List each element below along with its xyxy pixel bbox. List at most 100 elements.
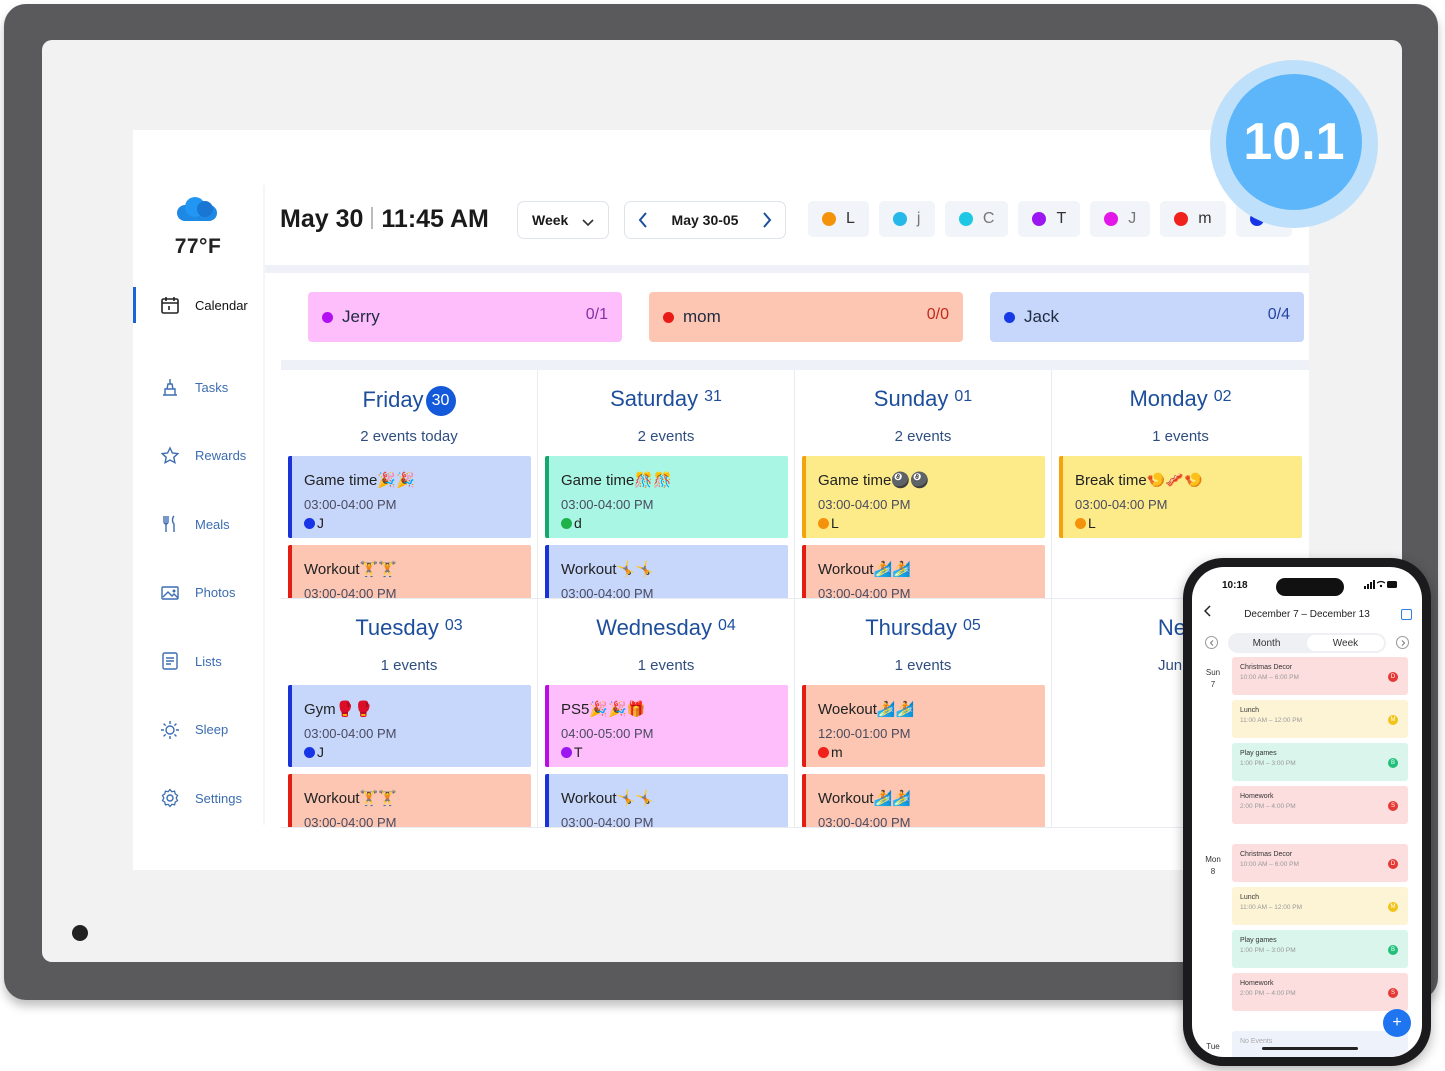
event-card[interactable]: Workout🏋️🏋️ 03:00-04:00 PM xyxy=(288,774,531,828)
utensils-icon xyxy=(159,513,181,535)
day-name: Saturday xyxy=(610,386,699,411)
member-summary-card[interactable]: Jack 0/4 xyxy=(990,292,1304,342)
member-color-dot xyxy=(561,746,572,758)
current-time: 11:45 AM xyxy=(381,205,489,233)
assignee-initial: T xyxy=(574,744,583,760)
event-card[interactable]: Woekout🏄🏄 12:00-01:00 PM m xyxy=(802,685,1045,767)
phone-event-card[interactable]: Lunch 11:00 AM – 12:00 PM M xyxy=(1232,700,1408,738)
current-date: May 30 xyxy=(280,205,364,233)
chevron-right-icon xyxy=(763,212,772,228)
phone-next-button[interactable] xyxy=(1396,636,1409,649)
event-card[interactable]: Workout🤸🤸 03:00-04:00 PM xyxy=(545,774,788,827)
phone-event-card[interactable]: Play games 1:00 PM – 3:00 PM B xyxy=(1232,930,1408,968)
add-event-button[interactable]: + xyxy=(1383,1009,1411,1037)
event-card[interactable]: Workout🏄🏄 03:00-04:00 PM xyxy=(802,774,1045,827)
month-tab[interactable]: Month xyxy=(1252,637,1281,649)
sidebar-item-rewards[interactable]: Rewards xyxy=(133,422,263,491)
event-time: 04:00-05:00 PM xyxy=(561,726,654,741)
view-select[interactable]: Week xyxy=(517,201,609,239)
phone-event-card[interactable]: Homework 2:00 PM – 4:00 PM S xyxy=(1232,786,1408,824)
member-summary-card[interactable]: mom 0/0 xyxy=(649,292,963,342)
assignee-badge: M xyxy=(1388,902,1398,912)
phone-prev-button[interactable] xyxy=(1205,636,1218,649)
sidebar-item-settings[interactable]: Settings xyxy=(133,764,263,833)
event-card[interactable]: Workout🤸🤸 03:00-04:00 PM xyxy=(545,545,788,598)
event-assignee: d xyxy=(561,515,788,531)
event-count: 2 events xyxy=(637,428,695,445)
sidebar-nav: Calendar Tasks Rewards Meals Photos Lists Slee… xyxy=(133,285,263,833)
back-icon[interactable] xyxy=(1203,605,1212,625)
sidebar-item-tasks[interactable]: Tasks xyxy=(133,353,263,422)
event-card[interactable]: Game time🎉🎉 03:00-04:00 PM J xyxy=(288,456,531,538)
sidebar: 77°F Calendar Tasks Rewards Meals Photos List… xyxy=(133,185,263,825)
member-name: mom xyxy=(683,307,721,326)
day-column: Sunday 01 2 events Game time🎱🎱 03:00-04:00 P… xyxy=(795,370,1052,599)
assignee-badge: S xyxy=(1388,988,1398,998)
phone-event-card[interactable]: Christmas Decor 10:00 AM – 6:00 PM D xyxy=(1232,844,1408,882)
phone-screen: 10:18 December 7 – December 13 Month xyxy=(1192,567,1422,1057)
summary-divider xyxy=(281,360,1309,370)
event-card[interactable]: Gym🥊🥊 03:00-04:00 PM J xyxy=(288,685,531,767)
member-chip[interactable]: j xyxy=(878,201,935,237)
event-time: 03:00-04:00 PM xyxy=(304,815,397,828)
assignee-initial: L xyxy=(1088,515,1096,531)
event-assignee: T xyxy=(561,744,788,760)
assignee-badge: M xyxy=(1388,715,1398,725)
phone-event-time: 2:00 PM – 4:00 PM xyxy=(1240,803,1296,810)
member-chip[interactable]: L xyxy=(808,201,869,237)
member-color-dot xyxy=(1174,212,1189,226)
event-card[interactable]: Break time🍤🥓🍤 03:00-04:00 PM L xyxy=(1059,456,1302,538)
day-header: Saturday 31 xyxy=(538,386,794,416)
sidebar-item-sleep[interactable]: Sleep xyxy=(133,696,263,765)
divider xyxy=(371,207,374,229)
sidebar-item-lists[interactable]: Lists xyxy=(133,627,263,696)
member-chip-label: m xyxy=(1198,210,1212,227)
size-badge: 10.1 xyxy=(1226,74,1362,210)
next-week-button[interactable] xyxy=(757,210,777,230)
event-card[interactable]: PS5🎉🎉🎁 04:00-05:00 PM T xyxy=(545,685,788,767)
phone-event-card[interactable]: Homework 2:00 PM – 4:00 PM S xyxy=(1232,973,1408,1011)
sidebar-item-label: Photos xyxy=(195,585,236,601)
member-summary-card[interactable]: Jerry 0/1 xyxy=(308,292,622,342)
member-chip[interactable]: T xyxy=(1018,201,1081,237)
phone-event-card[interactable]: Christmas Decor 10:00 AM – 6:00 PM D xyxy=(1232,657,1408,695)
event-card[interactable]: Game time🎊🎊 03:00-04:00 PM d xyxy=(545,456,788,538)
phone-day-name: Tue xyxy=(1206,1042,1220,1051)
home-indicator xyxy=(1262,1047,1358,1050)
event-time: 03:00-04:00 PM xyxy=(304,726,397,741)
prev-week-button[interactable] xyxy=(633,210,653,230)
sidebar-item-photos[interactable]: Photos xyxy=(133,559,263,628)
phone-day-label: Tue xyxy=(1202,1041,1224,1053)
day-header: Sunday 01 xyxy=(795,386,1051,416)
member-color-dot xyxy=(1032,212,1047,226)
phone-event-card[interactable]: Play games 1:00 PM – 3:00 PM B xyxy=(1232,743,1408,781)
member-color-dot xyxy=(1004,311,1015,323)
sidebar-item-meals[interactable]: Meals xyxy=(133,490,263,559)
member-chip[interactable]: C xyxy=(944,201,1009,237)
day-number: 03 xyxy=(444,617,463,634)
event-card[interactable]: Workout🏋️🏋️ 03:00-04:00 PM xyxy=(288,545,531,598)
phone-event-card[interactable]: No Events xyxy=(1232,1031,1408,1057)
assignee-initial: J xyxy=(317,744,324,760)
event-count: 2 events xyxy=(894,428,952,445)
event-card[interactable]: Workout🏄🏄 03:00-04:00 PM xyxy=(802,545,1045,598)
phone-event-card[interactable]: Lunch 11:00 AM – 12:00 PM M xyxy=(1232,887,1408,925)
sidebar-item-label: Settings xyxy=(195,790,242,806)
member-chip[interactable]: m xyxy=(1160,201,1226,237)
phone-day-name: Mon xyxy=(1205,855,1221,864)
tablet-screen: 77°F Calendar Tasks Rewards Meals Photos List… xyxy=(133,130,1309,870)
phone-day-label: Mon 8 xyxy=(1202,854,1224,878)
view-toggle: Month Week xyxy=(1228,633,1386,653)
event-card[interactable]: Game time🎱🎱 03:00-04:00 PM L xyxy=(802,456,1045,538)
phone-event-time: 11:00 AM – 12:00 PM xyxy=(1240,904,1303,911)
day-column: Wednesday 04 1 events PS5🎉🎉🎁 04:00-05:00 PM T… xyxy=(538,599,795,828)
weather-widget: 77°F xyxy=(133,185,263,259)
phone-status-icons xyxy=(1364,580,1398,591)
task-count: 0/1 xyxy=(585,306,608,323)
member-chip[interactable]: J xyxy=(1090,201,1151,237)
chevron-down-icon xyxy=(582,214,594,230)
week-tab[interactable]: Week xyxy=(1307,635,1384,651)
calendar-icon[interactable] xyxy=(1401,609,1412,620)
sidebar-item-calendar[interactable]: Calendar xyxy=(133,285,263,325)
